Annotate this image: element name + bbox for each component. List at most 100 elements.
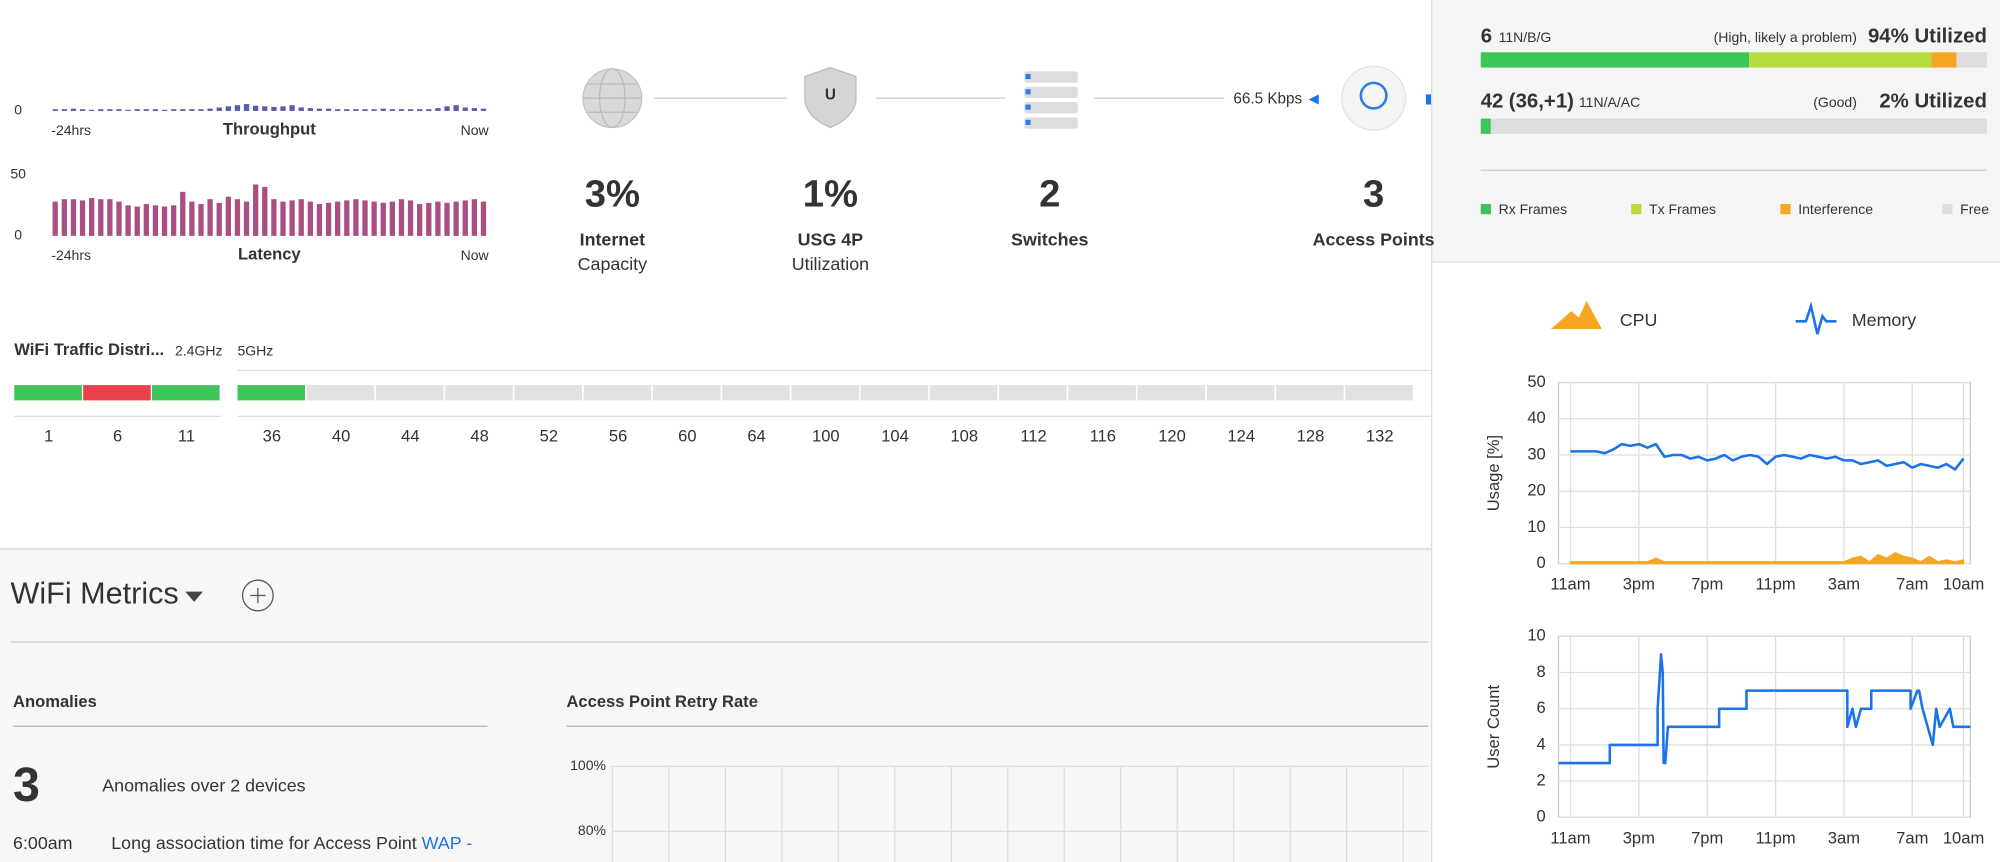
bar <box>198 109 204 111</box>
radio-status: (High, likely a problem) <box>1714 29 1857 45</box>
axis-end: Now <box>461 247 490 263</box>
x-tick-label: 7pm <box>1691 575 1723 594</box>
arrow <box>1308 94 1319 105</box>
bar <box>471 108 478 111</box>
bar <box>398 199 405 236</box>
x-tick-label: 11am <box>1550 828 1590 847</box>
channel-cell <box>652 385 721 401</box>
bar <box>271 199 277 236</box>
ap-icon <box>1341 65 1407 131</box>
stat-value: 3 <box>1363 172 1384 215</box>
x-tick-label: 3am <box>1828 575 1860 594</box>
bar <box>52 201 58 236</box>
chart-label: Latency <box>238 244 301 263</box>
bar <box>462 200 468 236</box>
channel-label: 128 <box>1297 427 1325 446</box>
bar <box>417 109 423 111</box>
stat-value: 2 <box>1039 172 1060 215</box>
bar <box>216 202 222 236</box>
utilization-segment <box>1931 52 1957 68</box>
bar <box>307 108 313 111</box>
bar <box>362 200 368 236</box>
memory-icon <box>1795 301 1837 335</box>
legend-label: CPU <box>1620 310 1658 330</box>
channel-cell <box>237 385 306 401</box>
bar <box>435 108 441 111</box>
bar <box>143 109 149 111</box>
channel-cell <box>929 385 998 401</box>
bar <box>98 109 104 111</box>
legend-swatch <box>1631 204 1642 215</box>
bar <box>89 109 95 111</box>
utilization-segment <box>1480 118 1491 134</box>
channel-label: 124 <box>1227 427 1255 446</box>
bar <box>453 201 459 236</box>
stat-sublabel: Capacity <box>578 254 648 274</box>
axis-start: -24hrs <box>51 122 91 138</box>
bar <box>107 109 113 111</box>
bar <box>462 107 468 111</box>
utilization-segment <box>1490 118 1987 134</box>
bar <box>207 108 213 111</box>
bar <box>61 199 67 236</box>
bar <box>380 108 386 111</box>
add-button[interactable] <box>241 579 274 612</box>
bar <box>171 205 177 236</box>
bar <box>262 106 268 111</box>
channel-label: 64 <box>747 427 765 446</box>
channel-cell <box>999 385 1067 401</box>
bar <box>353 109 359 111</box>
channel-cell <box>445 385 513 401</box>
legend-label: Memory <box>1852 310 1917 330</box>
bar <box>152 205 159 236</box>
section-title: WiFi Metrics <box>10 577 178 611</box>
utilization: 94% Utilized <box>1868 25 1987 47</box>
bar <box>417 204 423 236</box>
x-tick-label: 10am <box>1943 575 1984 594</box>
y-tick-label: 50 <box>10 165 26 181</box>
bar <box>234 199 241 236</box>
bar <box>79 200 86 236</box>
dropdown-caret[interactable] <box>185 591 204 602</box>
bar <box>152 109 159 111</box>
stat-value: 3% <box>585 172 640 215</box>
x-tick-label: 11am <box>1550 575 1590 594</box>
bar <box>243 201 250 236</box>
line <box>1558 653 1971 765</box>
bar <box>435 201 441 236</box>
y-axis-title: Usage [%] <box>1484 435 1503 511</box>
utilization-segment <box>1749 52 1932 68</box>
bar <box>335 201 341 236</box>
channel-label: 48 <box>470 427 488 446</box>
channel-label: 100 <box>812 427 840 446</box>
channel-label: 132 <box>1366 427 1394 446</box>
radio-mode: 11N/A/AC <box>1579 94 1640 110</box>
legend-swatch <box>1780 204 1791 215</box>
bar <box>325 202 332 236</box>
bar <box>116 201 122 236</box>
topology: 66.5 Kbps U <box>582 65 1431 131</box>
device-link[interactable]: WAP - <box>422 833 473 853</box>
channel-label: 52 <box>540 427 558 446</box>
y-axis-title: User Count <box>1484 685 1503 769</box>
bar <box>234 105 241 111</box>
bar <box>70 108 77 111</box>
bar <box>289 105 295 111</box>
bar <box>253 184 259 236</box>
bar <box>271 106 277 111</box>
legend-label: Free <box>1960 201 1989 217</box>
channel: 6 <box>1481 25 1492 47</box>
bar <box>134 206 140 236</box>
retry-grid: 100% 80% <box>570 757 1429 862</box>
axis-start: -24hrs <box>51 247 91 263</box>
y-tick-label: 4 <box>1537 734 1546 753</box>
x-tick-label: 7am <box>1896 575 1928 594</box>
y-tick-label: 80% <box>578 822 606 838</box>
channel-label: 11 <box>178 427 195 446</box>
band-label: 5GHz <box>237 343 273 359</box>
bar <box>344 200 350 236</box>
channel-cell <box>375 385 444 401</box>
band-label: 2.4GHz <box>175 343 223 359</box>
bar <box>371 109 377 111</box>
x-tick-label: 7pm <box>1691 828 1723 847</box>
